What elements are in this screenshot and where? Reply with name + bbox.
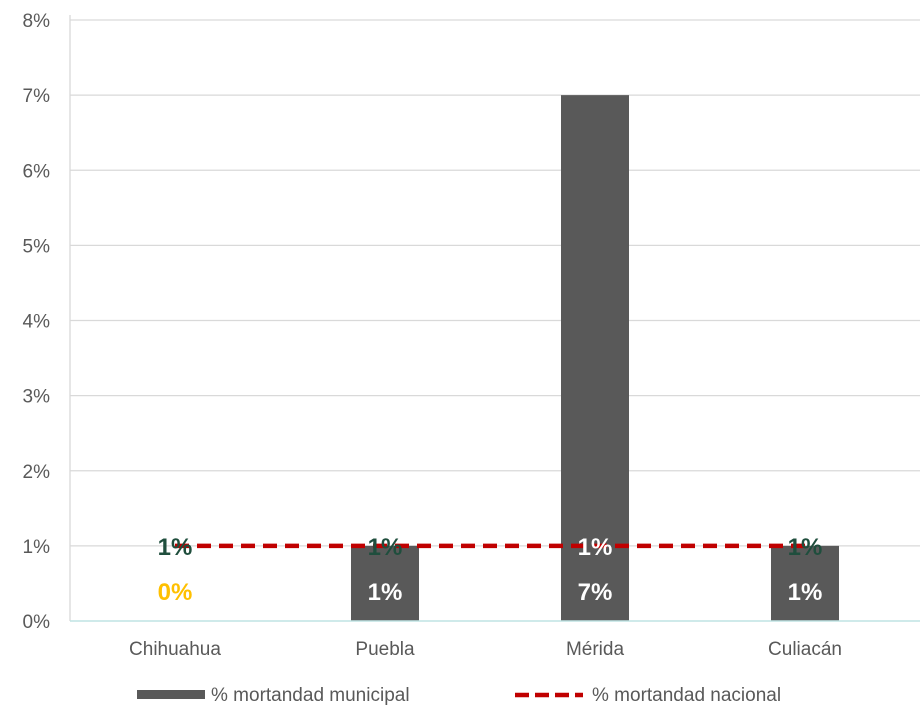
national-data-label: 1% [158, 534, 193, 561]
x-tick-label: Chihuahua [129, 639, 221, 660]
national-data-label: 1% [788, 534, 823, 561]
x-tick-label: Culiacán [768, 639, 842, 660]
bar-puebla [351, 545, 419, 621]
municipal-data-label: 1% [788, 579, 823, 606]
legend-label-nacional: % mortandad nacional [592, 685, 781, 706]
x-tick-label: Puebla [355, 639, 415, 660]
y-tick-label: 4% [23, 312, 51, 333]
bar-culiacán [771, 545, 839, 621]
bar-mérida [561, 95, 629, 621]
y-tick-label: 2% [23, 462, 51, 483]
y-tick-label: 7% [23, 86, 51, 107]
bars [351, 95, 839, 621]
grid [70, 19, 920, 547]
municipal-data-label: 7% [578, 579, 613, 606]
y-tick-label: 8% [23, 11, 51, 32]
legend-bar-swatch [137, 690, 205, 699]
x-tick-label: Mérida [566, 639, 625, 660]
national-data-label: 1% [578, 534, 613, 561]
y-tick-label: 6% [23, 161, 51, 182]
municipal-data-label: 0% [158, 579, 193, 606]
municipal-data-label: 1% [368, 579, 403, 606]
data-labels: 1% 1% 1% 1% 0% 1% 7% 1% [158, 534, 823, 606]
y-tick-label: 5% [23, 236, 51, 257]
y-tick-label: 0% [23, 612, 51, 633]
national-data-label: 1% [368, 534, 403, 561]
legend-label-municipal: % mortandad municipal [211, 685, 410, 706]
axes: 0% 1% 2% 3% 4% 5% 6% 7% 8% Chihuahua Puebla Mérida C… [23, 11, 920, 660]
y-tick-label: 3% [23, 387, 51, 408]
y-tick-label: 1% [23, 537, 51, 558]
legend: % mortandad municipal % mortandad naciona… [137, 685, 781, 706]
